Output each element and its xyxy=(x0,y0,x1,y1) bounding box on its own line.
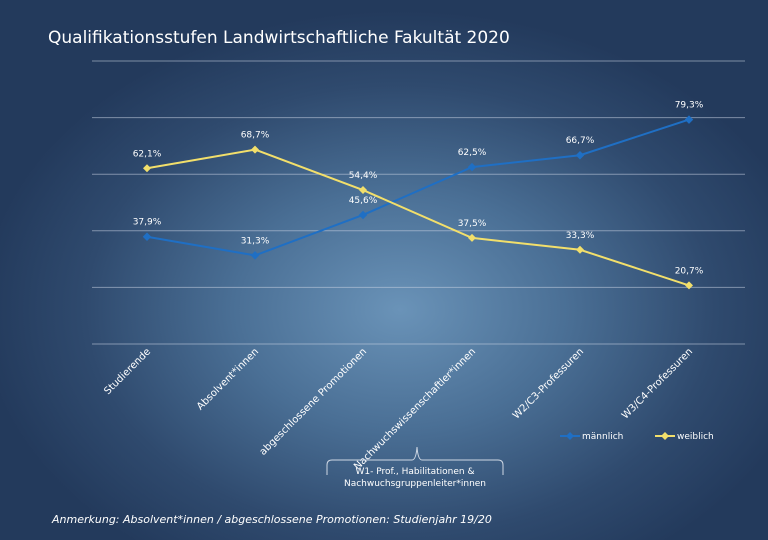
series-line-männlich xyxy=(146,118,690,257)
data-label: 37,9% xyxy=(133,218,162,228)
chart-title: Qualifikationsstufen Landwirtschaftliche… xyxy=(48,28,510,48)
brace xyxy=(326,446,504,475)
data-label: 79,3% xyxy=(675,101,704,111)
data-point xyxy=(358,210,368,220)
data-point xyxy=(575,150,585,160)
data-point xyxy=(467,162,477,172)
data-point xyxy=(143,164,151,173)
data-point xyxy=(250,251,260,260)
legend-label: weiblich xyxy=(677,432,714,442)
data-label: 33,3% xyxy=(566,231,595,241)
data-point xyxy=(685,281,693,290)
x-tick-label: W2/C3-Professuren xyxy=(511,346,586,421)
x-tick-label: Absolvent*innen xyxy=(195,346,261,412)
data-label: 62,1% xyxy=(133,149,162,159)
data-point xyxy=(251,145,259,154)
data-point xyxy=(359,186,367,195)
data-label: 45,6% xyxy=(349,196,378,206)
legend-marker xyxy=(661,432,669,440)
data-label: 20,7% xyxy=(675,266,704,276)
series-line-weiblich xyxy=(146,148,690,287)
annotation-line2: Nachwuchsgruppenleiter*innen xyxy=(344,479,486,489)
legend-label: männlich xyxy=(582,432,623,442)
data-label: 62,5% xyxy=(458,148,487,158)
data-point xyxy=(684,115,694,124)
data-label: 66,7% xyxy=(566,136,595,146)
annotation-line1: W1- Prof., Habilitationen & xyxy=(355,467,474,477)
x-tick-label: W3/C4-Professuren xyxy=(620,346,695,421)
legend-marker xyxy=(566,432,574,440)
x-tick-label: Nachwuchswissenschaftler*innen xyxy=(352,346,478,472)
data-label: 31,3% xyxy=(241,236,270,246)
x-tick-label: abgeschlossene Promotionen xyxy=(258,346,369,457)
data-label: 54,4% xyxy=(349,171,378,181)
data-point xyxy=(468,233,476,242)
data-label: 37,5% xyxy=(458,219,487,229)
data-label: 68,7% xyxy=(241,131,270,141)
data-point xyxy=(142,232,152,241)
footnote: Anmerkung: Absolvent*innen / abgeschloss… xyxy=(52,513,492,526)
data-point xyxy=(576,245,584,254)
x-tick-label: Studierende xyxy=(102,346,153,397)
